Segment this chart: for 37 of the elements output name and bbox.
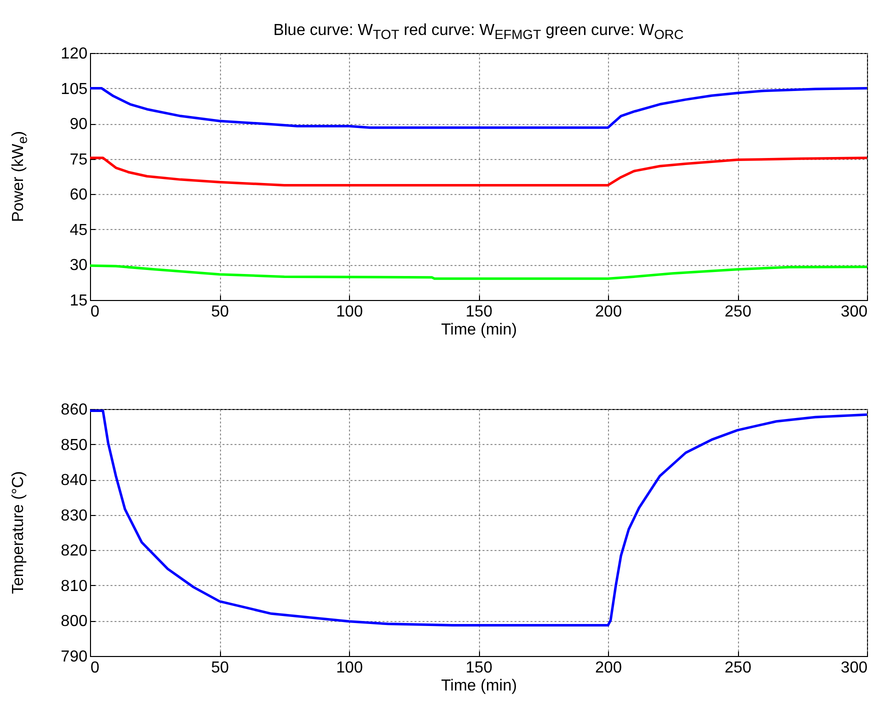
y-tick-label: 850 (60, 436, 88, 454)
y-tick-label: 820 (60, 542, 88, 560)
line-series (90, 264, 867, 280)
x-tick-label: 0 (90, 660, 100, 676)
x-tick-label: 100 (336, 660, 363, 676)
y-tick-label: 60 (70, 186, 88, 204)
chart-title: Blue curve: W$_{TOT}$ red curve: W$_{EFMGT}$ green curve: W$_{ORC}$ (272, 22, 685, 42)
x-tick-label: 200 (595, 660, 622, 676)
x-tick-label: 50 (211, 304, 229, 320)
line-series (90, 87, 867, 129)
x-tick-label: 150 (466, 304, 492, 320)
y-tick-label: 45 (70, 222, 88, 239)
y-tick-label: 90 (70, 116, 88, 134)
line-series (90, 156, 867, 186)
x-tick-label: 300 (840, 660, 868, 676)
y-tick-label: 30 (70, 257, 88, 274)
y-axis-title: Temperature (°C) (10, 470, 28, 596)
x-tick-label: 250 (724, 660, 752, 676)
x-tick-label: 200 (595, 304, 622, 320)
x-tick-label: 0 (90, 304, 100, 320)
x-tick-label: 150 (466, 660, 492, 676)
y-tick-label: 860 (60, 402, 88, 418)
x-tick-label: 100 (336, 304, 363, 320)
y-tick-label: 790 (60, 648, 88, 666)
y-tick-label: 120 (60, 46, 88, 62)
x-tick-label: 250 (724, 304, 752, 320)
x-tick-label: 50 (211, 660, 229, 676)
y-tick-label: 105 (60, 80, 88, 98)
y-tick-label: 830 (60, 507, 88, 524)
x-tick-label: 300 (840, 304, 868, 320)
y-tick-label: 800 (60, 613, 88, 630)
y-tick-label: 840 (60, 472, 88, 490)
x-axis-title: Time (min) (441, 322, 517, 338)
y-tick-label: 810 (60, 578, 88, 595)
x-axis-title: Time (min) (441, 678, 517, 694)
y-tick-label: 75 (70, 151, 88, 168)
y-tick-label: 15 (70, 292, 88, 310)
